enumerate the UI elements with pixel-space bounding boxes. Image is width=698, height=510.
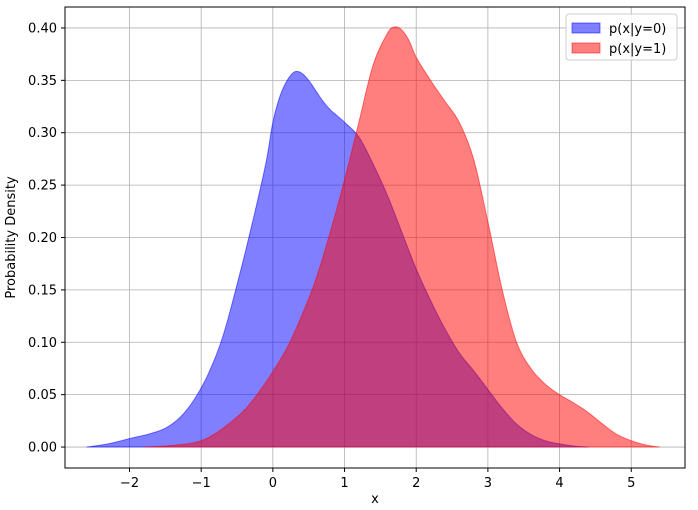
x-tick-label: −2 [120,476,139,491]
x-tick-label: 3 [484,476,492,491]
legend-label-class-0: p(x|y=0) [609,22,666,37]
density-areas [86,26,660,448]
x-tick-label: 1 [340,476,348,491]
y-tick-label: 0.30 [28,126,57,141]
y-axis-label: Probability Density [4,176,19,299]
density-area-class-1 [143,26,660,448]
x-tick-label: 5 [627,476,635,491]
x-tick-label: 0 [269,476,277,491]
x-tick-label: −1 [192,476,211,491]
x-axis-label: x [371,492,379,507]
x-tick-label: 2 [412,476,420,491]
y-tick-label: 0.35 [28,74,57,89]
y-tick-label: 0.10 [28,336,57,351]
y-tick-label: 0.25 [28,179,57,194]
x-tick-label: 4 [555,476,563,491]
y-tick-label: 0.40 [28,21,57,36]
x-axis-ticks: −2 −1 0 1 2 3 4 5 [120,468,635,491]
y-tick-label: 0.00 [28,441,57,456]
y-tick-label: 0.05 [28,388,57,403]
legend-label-class-1: p(x|y=1) [609,42,666,57]
y-axis-ticks: 0.00 0.05 0.10 0.15 0.20 0.25 0.30 0.35 0.40 [28,21,65,456]
y-tick-label: 0.20 [28,231,57,246]
legend-swatch-class-0 [571,22,601,34]
y-tick-label: 0.15 [28,283,57,298]
legend-swatch-class-1 [571,42,601,54]
legend: p(x|y=0) p(x|y=1) [565,13,678,61]
